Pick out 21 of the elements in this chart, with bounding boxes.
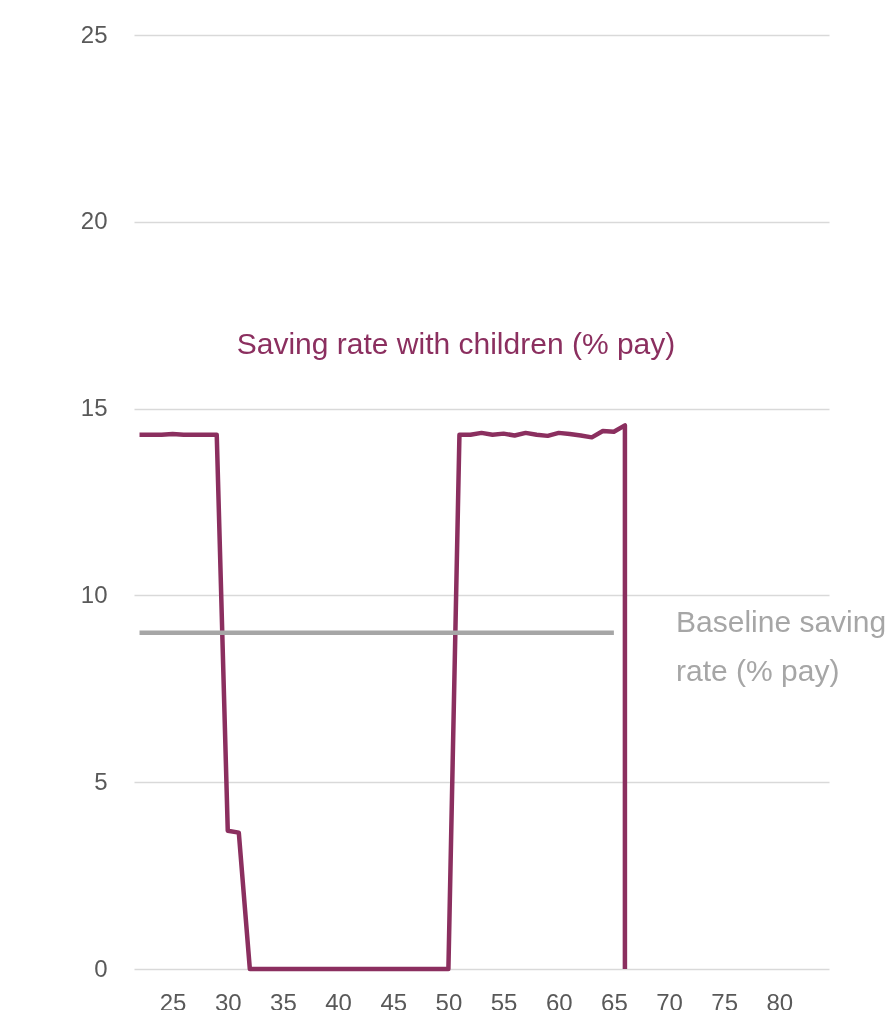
text: Saving rate with children (% pay) [236,327,676,360]
x-tick-label: 70 [656,988,683,1010]
x-tick-label: 35 [270,988,297,1010]
line-series [137,423,628,972]
y-tick-label: 15 [80,394,108,422]
text: Baseline saving rate (% pay) [676,605,887,687]
x-tick-label: 55 [490,988,518,1010]
x-tick-label: 45 [380,988,408,1010]
y-tick-label: 0 [94,954,108,982]
y-tick-label: 25 [80,20,108,48]
x-tick-label: 40 [325,988,352,1010]
x-tick-label: 75 [711,988,739,1010]
y-tick-label: 10 [80,580,108,608]
y-tick-label: 20 [80,207,108,235]
x-tick-label: 30 [214,988,242,1010]
x-tick-label: 65 [601,988,628,1010]
x-tick-label: 80 [766,988,794,1010]
x-tick-label: 50 [435,988,463,1010]
x-tick-label: 25 [159,988,187,1010]
y-tick-label: 5 [94,767,108,795]
x-tick-label: 60 [545,988,573,1010]
